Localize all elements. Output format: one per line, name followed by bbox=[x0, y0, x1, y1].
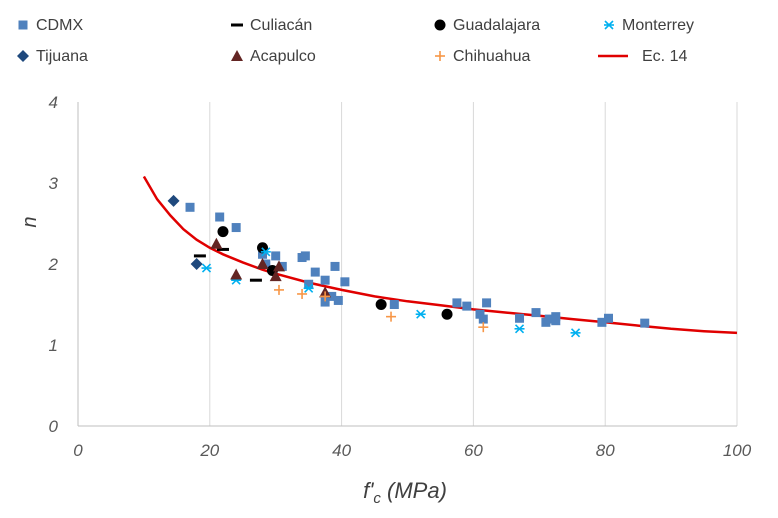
point-cdmx bbox=[261, 259, 271, 269]
legend-label-tijuana: Tijuana bbox=[36, 48, 88, 65]
point-chihuahua bbox=[386, 311, 397, 322]
point-cdmx bbox=[340, 277, 350, 287]
y-tick-label: 3 bbox=[49, 174, 59, 193]
x-tick-label: 0 bbox=[73, 441, 83, 460]
legend-marker-chihuahua bbox=[435, 51, 445, 61]
legend-label-ec-14: Ec. 14 bbox=[642, 48, 687, 65]
legend-label-cdmx: CDMX bbox=[36, 17, 83, 34]
point-guadalajara bbox=[375, 299, 387, 310]
legend-marker-monterrey bbox=[604, 20, 614, 30]
point-cdmx bbox=[271, 251, 281, 261]
point-cdmx bbox=[304, 279, 314, 289]
point-cdmx bbox=[320, 297, 330, 307]
y-tick-label: 1 bbox=[49, 336, 58, 355]
ec14-curve bbox=[142, 175, 738, 335]
point-cdmx bbox=[515, 313, 525, 323]
point-cdmx bbox=[277, 261, 287, 271]
point-cdmx bbox=[603, 313, 613, 323]
axes bbox=[77, 102, 737, 427]
y-tick-label: 2 bbox=[48, 255, 59, 274]
x-tick-label: 40 bbox=[332, 441, 351, 460]
point-monterrey bbox=[201, 263, 212, 273]
legend-label-chihuahua: Chihuahua bbox=[453, 48, 531, 65]
point-chihuahua bbox=[273, 284, 284, 295]
point-cdmx bbox=[551, 312, 561, 322]
point-cdmx bbox=[640, 318, 650, 328]
point-monterrey bbox=[260, 247, 271, 257]
point-cdmx bbox=[389, 300, 399, 309]
y-axis-title: n bbox=[19, 216, 41, 227]
fit-curve bbox=[142, 175, 738, 335]
point-cdmx bbox=[452, 298, 462, 308]
y-tick-label: 0 bbox=[49, 417, 59, 436]
legend-label-acapulco: Acapulco bbox=[250, 48, 316, 65]
point-tijuana bbox=[167, 194, 180, 207]
x-tick-label: 60 bbox=[464, 441, 483, 460]
point-chihuahua bbox=[478, 322, 489, 333]
point-cdmx bbox=[475, 309, 485, 319]
point-cdmx bbox=[310, 267, 320, 277]
data-markers bbox=[167, 194, 650, 338]
legend-marker-culiac-n bbox=[231, 23, 243, 27]
point-cdmx bbox=[327, 291, 337, 301]
point-guadalajara bbox=[441, 308, 453, 320]
point-acapulco bbox=[269, 270, 282, 282]
legend-label-monterrey: Monterrey bbox=[622, 17, 694, 34]
y-tick-label: 4 bbox=[49, 93, 58, 112]
legend-label-culiac-n: Culiacán bbox=[250, 17, 312, 34]
legend-marker-guadalajara bbox=[434, 19, 446, 31]
x-tick-label: 100 bbox=[723, 441, 752, 460]
x-tick-label: 80 bbox=[596, 441, 615, 460]
point-cdmx bbox=[300, 251, 310, 261]
point-cdmx bbox=[462, 301, 472, 311]
point-monterrey bbox=[303, 283, 314, 293]
point-culiac-n bbox=[216, 247, 229, 251]
x-axis-title: f'c (MPa) bbox=[363, 478, 447, 507]
point-cdmx bbox=[215, 212, 225, 222]
point-cdmx bbox=[478, 314, 488, 324]
legend-label-guadalajara: Guadalajara bbox=[453, 17, 540, 34]
x-tick-labels: 0 20 40 60 80 100 bbox=[73, 441, 751, 460]
legend: CDMX Culiacán Guadalajara Monterrey Tijuana A… bbox=[17, 17, 694, 65]
x-tick-label: 20 bbox=[199, 441, 219, 460]
gridlines bbox=[209, 102, 738, 426]
point-acapulco bbox=[256, 258, 269, 269]
point-cdmx bbox=[330, 261, 340, 271]
point-acapulco bbox=[230, 268, 243, 280]
y-tick-labels: 0 1 2 3 4 bbox=[48, 93, 59, 436]
point-monterrey bbox=[415, 309, 426, 319]
point-cdmx bbox=[597, 317, 607, 327]
point-cdmx bbox=[320, 275, 330, 285]
point-cdmx bbox=[482, 298, 492, 308]
legend-marker-tijuana bbox=[17, 50, 29, 62]
point-chihuahua bbox=[320, 291, 331, 302]
point-cdmx bbox=[544, 314, 554, 324]
point-cdmx bbox=[185, 202, 195, 212]
legend-marker-cdmx bbox=[18, 20, 28, 30]
point-culiac-n bbox=[193, 254, 206, 258]
point-chihuahua bbox=[297, 288, 308, 299]
point-monterrey bbox=[570, 328, 581, 338]
point-tijuana bbox=[190, 258, 203, 270]
point-cdmx bbox=[333, 295, 343, 305]
legend-marker-acapulco bbox=[231, 50, 243, 61]
point-cdmx bbox=[231, 223, 241, 233]
point-acapulco bbox=[272, 260, 285, 272]
point-guadalajara bbox=[217, 226, 229, 238]
point-acapulco bbox=[210, 237, 223, 249]
point-monterrey bbox=[514, 324, 525, 334]
point-culiac-n bbox=[249, 278, 262, 282]
point-cdmx bbox=[531, 308, 541, 318]
